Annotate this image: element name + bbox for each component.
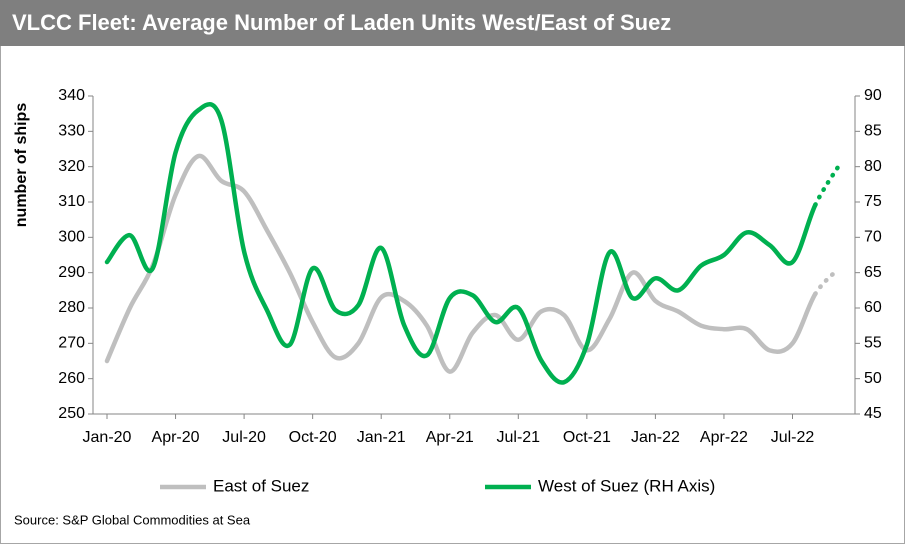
x-tick-label: Apr-20	[152, 429, 200, 446]
x-tick-label: Jan-22	[631, 429, 680, 446]
title-bar	[0, 0, 905, 46]
y-tick-label: 280	[58, 299, 85, 316]
y2-tick-label: 80	[864, 158, 882, 175]
y2-tick-label: 45	[864, 405, 882, 422]
y2-tick-label: 75	[864, 193, 882, 210]
y-tick-label: 340	[58, 87, 85, 104]
x-tick-label: Jan-20	[83, 429, 132, 446]
y-tick-label: 300	[58, 229, 85, 246]
y-tick-label: 310	[58, 193, 85, 210]
y2-tick-label: 90	[864, 87, 882, 104]
source-note: Source: S&P Global Commodities at Sea	[14, 512, 251, 527]
legend-label: East of Suez	[213, 476, 309, 495]
y-tick-label: 250	[58, 405, 85, 422]
y2-tick-label: 85	[864, 123, 882, 140]
y-tick-label: 270	[58, 335, 85, 352]
y2-tick-label: 55	[864, 335, 882, 352]
series-line	[104, 101, 818, 385]
y-tick-label: 330	[58, 123, 85, 140]
y2-tick-label: 50	[864, 370, 882, 387]
x-tick-label: Jul-21	[497, 429, 541, 446]
y2-tick-label: 65	[864, 264, 882, 281]
series-projection	[813, 164, 841, 208]
x-tick-label: Jan-21	[357, 429, 406, 446]
y2-tick-label: 70	[864, 229, 882, 246]
legend-label: West of Suez (RH Axis)	[538, 476, 715, 495]
x-tick-label: Oct-21	[563, 429, 611, 446]
series-line	[104, 153, 818, 374]
y-tick-label: 320	[58, 158, 85, 175]
y2-tick-label: 60	[864, 299, 882, 316]
y-axis-label: number of ships	[13, 103, 30, 228]
y-tick-label: 260	[58, 370, 85, 387]
x-tick-label: Jul-20	[222, 429, 266, 446]
x-tick-label: Jul-22	[771, 429, 815, 446]
chart-title: VLCC Fleet: Average Number of Laden Unit…	[12, 10, 671, 35]
x-tick-label: Apr-22	[700, 429, 748, 446]
x-tick-label: Oct-20	[289, 429, 337, 446]
y-tick-label: 290	[58, 264, 85, 281]
x-tick-label: Apr-21	[426, 429, 474, 446]
